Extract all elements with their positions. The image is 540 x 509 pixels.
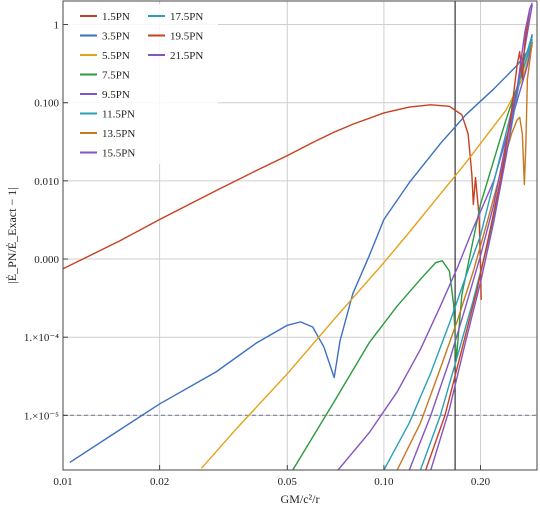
series-line-13-5pn	[396, 41, 533, 470]
x-tick-label: 0.02	[150, 476, 169, 488]
legend-label: 7.5PN	[102, 70, 130, 82]
y-tick-label: 1.×10⁻⁵	[24, 410, 59, 422]
y-tick-label: 0.100	[34, 98, 59, 110]
legend-label: 9.5PN	[102, 89, 130, 101]
series-layer	[63, 2, 533, 470]
legend-label: 19.5PN	[170, 31, 203, 43]
series-line-9-5pn	[337, 41, 533, 470]
x-tick-label: 0.05	[278, 476, 298, 488]
y-tick-label: 0.000	[34, 254, 59, 266]
legend-label: 13.5PN	[102, 128, 135, 140]
series-line-5-5pn	[200, 44, 533, 469]
legend-label: 5.5PN	[102, 50, 130, 62]
x-axis-label: GM/c²/r	[281, 492, 320, 506]
series-line-7-5pn	[292, 41, 533, 470]
series-line-3-5pn	[69, 34, 533, 464]
axis-ticks: 0.01 0.02 0.05 0.10 0.20 1 0.100 0.010 0.000 1.×1…	[24, 20, 491, 488]
legend: 1.5PN 3.5PN 5.5PN 7.5PN 9.5PN 11.5PN 13.5PN 15.…	[68, 4, 218, 164]
legend-label: 21.5PN	[170, 50, 203, 62]
legend-background	[68, 4, 218, 164]
series-line-21-5pn	[430, 2, 533, 470]
legend-label: 15.5PN	[102, 148, 135, 160]
series-line-19-5pn	[425, 8, 531, 470]
x-tick-label: 0.20	[471, 476, 491, 488]
y-tick-label: 1.×10⁻⁴	[24, 332, 59, 344]
y-tick-label: 0.010	[34, 176, 59, 188]
y-axis-label: |Ė_PN/Ė_Exact − 1|	[5, 187, 19, 283]
x-tick-label: 0.01	[53, 476, 72, 488]
y-tick-label: 1	[54, 20, 60, 32]
series-line-1-5pn	[63, 104, 482, 300]
legend-label: 11.5PN	[102, 109, 135, 121]
plot-frame	[62, 0, 538, 471]
legend-label: 1.5PN	[102, 11, 130, 23]
legend-label: 17.5PN	[170, 11, 203, 23]
series-line-15-5pn	[408, 4, 533, 470]
x-tick-label: 0.10	[374, 476, 394, 488]
legend-label: 3.5PN	[102, 31, 130, 43]
